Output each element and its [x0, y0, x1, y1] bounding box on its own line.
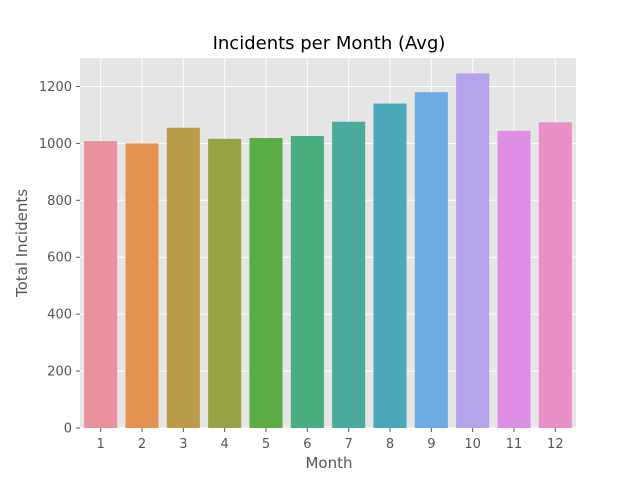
- y-tick-label: 1000: [39, 137, 72, 152]
- y-tick-label: 600: [47, 251, 72, 266]
- y-axis-label: Total Incidents: [13, 189, 31, 298]
- bar-month-11: [497, 130, 531, 428]
- bar-month-10: [456, 73, 490, 428]
- plot-area: [80, 58, 576, 428]
- y-tick-label: 1200: [39, 80, 72, 95]
- x-tick-label: 10: [464, 437, 481, 452]
- y-axis-ticks: 0 200 400 600 800 1000 1200: [39, 80, 80, 437]
- x-tick-label: 8: [386, 437, 394, 452]
- bar-month-7: [332, 121, 366, 428]
- bar-month-3: [166, 127, 200, 428]
- x-tick-label: 1: [97, 437, 105, 452]
- bars: [84, 73, 572, 429]
- y-tick-label: 200: [47, 365, 72, 380]
- x-tick-label: 6: [303, 437, 311, 452]
- x-tick-label: 12: [547, 437, 564, 452]
- y-tick-label: 800: [47, 194, 72, 209]
- x-axis-label: Month: [305, 454, 352, 472]
- chart-title: Incidents per Month (Avg): [213, 33, 446, 54]
- x-tick-label: 2: [138, 437, 146, 452]
- bar-month-12: [538, 122, 572, 429]
- bar-month-1: [84, 141, 118, 428]
- x-tick-label: 4: [221, 437, 229, 452]
- y-tick-label: 400: [47, 308, 72, 323]
- bar-month-8: [373, 103, 407, 429]
- bar-month-5: [249, 137, 283, 428]
- bar-month-4: [208, 138, 242, 429]
- x-axis-ticks: 1 2 3 4 5 6 7 8 9 10 11 12: [97, 428, 564, 452]
- bar-month-2: [125, 143, 159, 428]
- x-tick-label: 11: [506, 437, 523, 452]
- x-tick-label: 5: [262, 437, 270, 452]
- x-tick-label: 3: [179, 437, 187, 452]
- x-tick-label: 7: [345, 437, 353, 452]
- bar-month-9: [414, 92, 448, 429]
- y-tick-label: 0: [64, 422, 72, 437]
- bar-month-6: [290, 135, 324, 428]
- x-tick-label: 9: [427, 437, 435, 452]
